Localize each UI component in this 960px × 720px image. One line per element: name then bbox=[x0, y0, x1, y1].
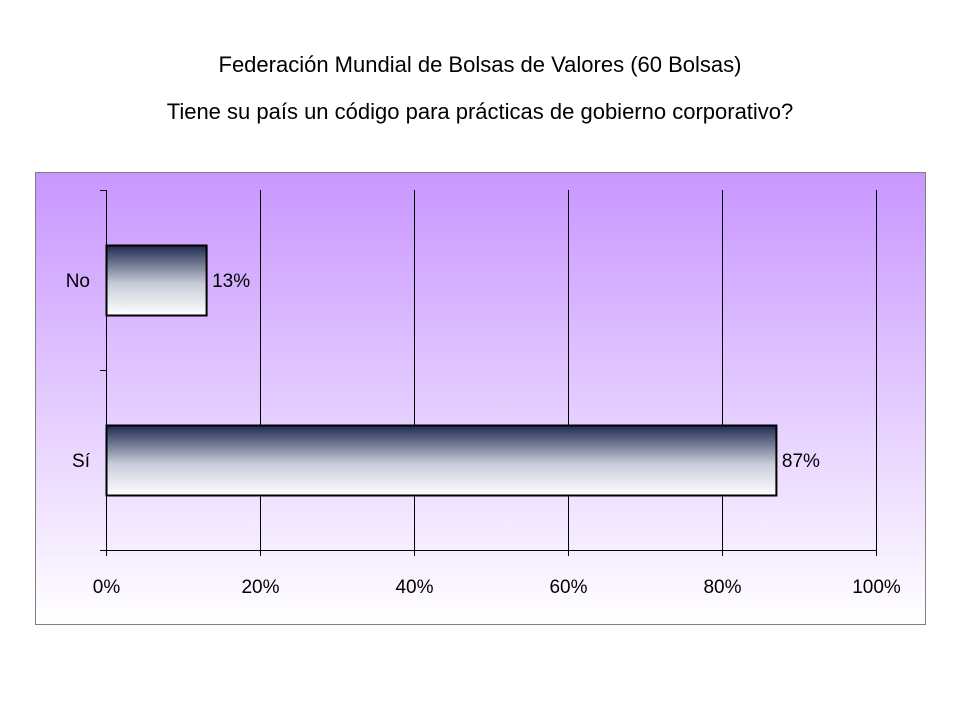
bar-value-label: 13% bbox=[212, 271, 250, 292]
x-tick-label: 80% bbox=[703, 577, 741, 598]
labels: 0% 20% 40% 60% 80% 100% No 13% Sí 87% bbox=[66, 271, 901, 598]
bar-no bbox=[105, 244, 208, 317]
chart-title: Federación Mundial de Bolsas de Valores … bbox=[218, 52, 742, 77]
bar-si bbox=[105, 424, 778, 497]
chart-subtitle: Tiene su país un código para prácticas d… bbox=[166, 99, 794, 124]
x-tick-label: 100% bbox=[852, 577, 901, 598]
x-tick-label: 20% bbox=[241, 577, 279, 598]
plot-area bbox=[35, 172, 926, 625]
y-category-label: Sí bbox=[72, 451, 91, 472]
y-category-label: No bbox=[66, 271, 90, 292]
x-tick-label: 60% bbox=[549, 577, 587, 598]
bars bbox=[105, 244, 778, 497]
x-tick-label: 40% bbox=[395, 577, 433, 598]
bar-value-label: 87% bbox=[782, 451, 820, 472]
x-tick-label: 0% bbox=[93, 577, 121, 598]
